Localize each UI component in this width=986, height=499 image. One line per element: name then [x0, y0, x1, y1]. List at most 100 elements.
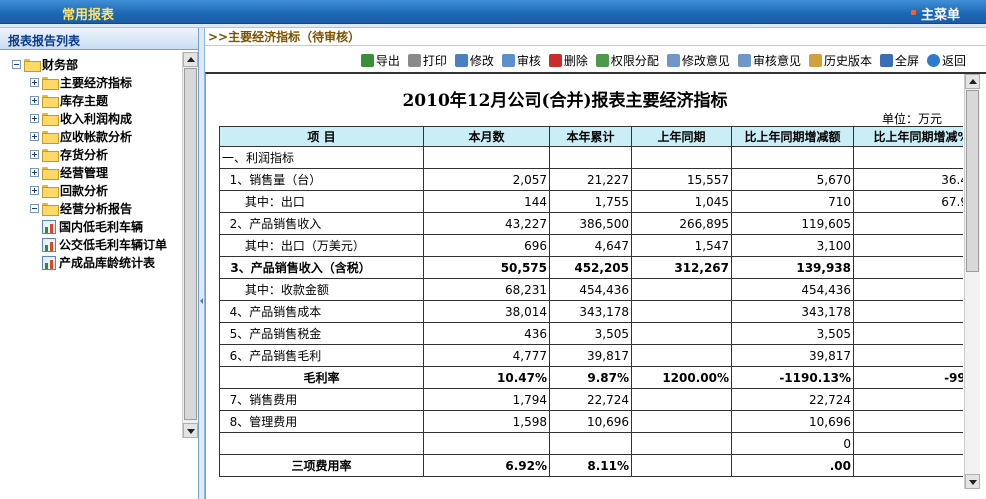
tree-folder-0[interactable]: 主要经济指标 [30, 74, 132, 91]
audit-button[interactable]: 审核 [501, 52, 541, 69]
main-menu-button[interactable]: 主菜单 [920, 8, 960, 23]
collapse-arrow-icon[interactable] [200, 298, 203, 304]
table-cell [631, 454, 732, 477]
table-cell: 15,557 [631, 168, 732, 191]
back-label: 返回 [941, 53, 966, 68]
table-cell: 119,605 [731, 212, 854, 235]
scroll-down-icon[interactable] [183, 423, 198, 438]
table-cell: 2,057 [423, 168, 550, 191]
tree-folder-label: 应收帐款分析 [60, 130, 133, 144]
table-cell: 10.47% [423, 366, 550, 389]
column-header: 本年累计 [549, 126, 632, 147]
table-cell: 436 [423, 322, 550, 345]
table-cell [631, 344, 732, 367]
tree-folder-2[interactable]: 收入利润构成 [30, 110, 132, 127]
tree-report-label: 产成品库龄统计表 [59, 256, 156, 270]
printer-icon [407, 53, 421, 67]
edit-button[interactable]: 修改 [454, 52, 494, 69]
report-view: >>主要经济指标（待审核） 导出 打印 修改 审核 删除 权限分配 修改意见 审… [205, 28, 986, 499]
table-cell [631, 388, 732, 411]
column-header: 比上年同期增减% [853, 126, 963, 147]
row-label: 7、销售费用 [219, 388, 424, 411]
tree-folder-6[interactable]: 回款分析 [30, 182, 108, 199]
row-label: 2、产品销售收入 [219, 212, 424, 235]
table-cell: 343,178 [731, 300, 854, 323]
table-cell [853, 146, 963, 169]
table-cell: 312,267 [631, 256, 732, 279]
audit-comments-button[interactable]: 审核意见 [737, 52, 801, 69]
table-cell [731, 146, 854, 169]
expand-icon[interactable] [30, 114, 39, 123]
expand-icon[interactable] [30, 96, 39, 105]
expand-icon[interactable] [30, 132, 39, 141]
table-cell: 36.45% [853, 168, 963, 191]
table-cell: 0 [731, 432, 854, 455]
delete-button[interactable]: 删除 [548, 52, 588, 69]
tree-folder-3[interactable]: 应收帐款分析 [30, 128, 132, 145]
table-cell: 38,014 [423, 300, 550, 323]
column-header: 上年同期 [631, 126, 732, 147]
table-cell: 696 [423, 234, 550, 257]
table-row: 5、产品销售税金 436 3,505 3,505 [219, 322, 963, 345]
tree-root[interactable]: 财务部 [12, 56, 78, 73]
table-cell: 1,547 [631, 234, 732, 257]
report-scrollbar[interactable] [964, 74, 980, 489]
table-cell: 5,670 [731, 168, 854, 191]
expand-icon[interactable] [30, 150, 39, 159]
print-button[interactable]: 打印 [407, 52, 447, 69]
table-cell [631, 278, 732, 301]
collapse-icon[interactable] [12, 60, 21, 69]
left-scrollbar[interactable] [182, 52, 198, 438]
permission-button[interactable]: 权限分配 [595, 52, 659, 69]
report-icon [42, 255, 56, 270]
scroll-down-icon[interactable] [965, 474, 980, 489]
table-cell: 8.11% [549, 454, 632, 477]
expand-icon[interactable] [30, 168, 39, 177]
folder-icon [42, 131, 59, 144]
row-label: 1、销售量（台） [219, 168, 424, 191]
table-cell [631, 322, 732, 345]
folder-icon [42, 185, 59, 198]
tree-report-0[interactable]: 国内低毛利车辆 [42, 218, 143, 235]
panel-splitter[interactable] [199, 28, 205, 499]
fullscreen-button[interactable]: 全屏 [879, 52, 919, 69]
report-tree: 财务部 主要经济指标 库存主题 收入利润构成 应收帐款分析 存货分析 [0, 56, 182, 440]
history-button[interactable]: 历史版本 [808, 52, 872, 69]
table-cell [853, 432, 963, 455]
scroll-up-icon[interactable] [965, 74, 980, 89]
table-row: 8、管理费用 1,598 10,696 10,696 [219, 410, 963, 433]
table-cell [853, 344, 963, 367]
scroll-thumb[interactable] [184, 68, 197, 420]
row-label: 4、产品销售成本 [219, 300, 424, 323]
table-header-row: 项 目 本月数 本年累计 上年同期 比上年同期增减额 比上年同期增减% [219, 126, 963, 147]
tree-folder-5[interactable]: 经营管理 [30, 164, 108, 181]
tree-folder-7[interactable]: 经营分析报告 [30, 200, 132, 217]
table-cell [423, 432, 550, 455]
table-cell [853, 278, 963, 301]
expand-icon[interactable] [30, 78, 39, 87]
scroll-up-icon[interactable] [183, 52, 198, 67]
table-cell [631, 410, 732, 433]
tree-report-2[interactable]: 产成品库龄统计表 [42, 254, 155, 271]
export-label: 导出 [375, 53, 400, 68]
table-cell: -99.18 [853, 366, 963, 389]
table-cell: 21,227 [549, 168, 632, 191]
export-button[interactable]: 导出 [360, 52, 400, 69]
expand-icon[interactable] [30, 186, 39, 195]
tree-folder-label: 回款分析 [60, 184, 109, 198]
table-cell: 50,575 [423, 256, 550, 279]
print-label: 打印 [422, 53, 447, 68]
table-cell [853, 256, 963, 279]
edit-comments-button[interactable]: 修改意见 [666, 52, 730, 69]
table-cell: 452,205 [549, 256, 632, 279]
scroll-thumb[interactable] [966, 90, 979, 272]
back-button[interactable]: 返回 [926, 52, 966, 69]
tree-folder-4[interactable]: 存货分析 [30, 146, 108, 163]
collapse-icon[interactable] [30, 204, 39, 213]
table-cell [853, 388, 963, 411]
delete-label: 删除 [563, 53, 588, 68]
tree-report-1[interactable]: 公交低毛利车辆订单 [42, 236, 167, 253]
tree-folder-1[interactable]: 库存主题 [30, 92, 108, 109]
